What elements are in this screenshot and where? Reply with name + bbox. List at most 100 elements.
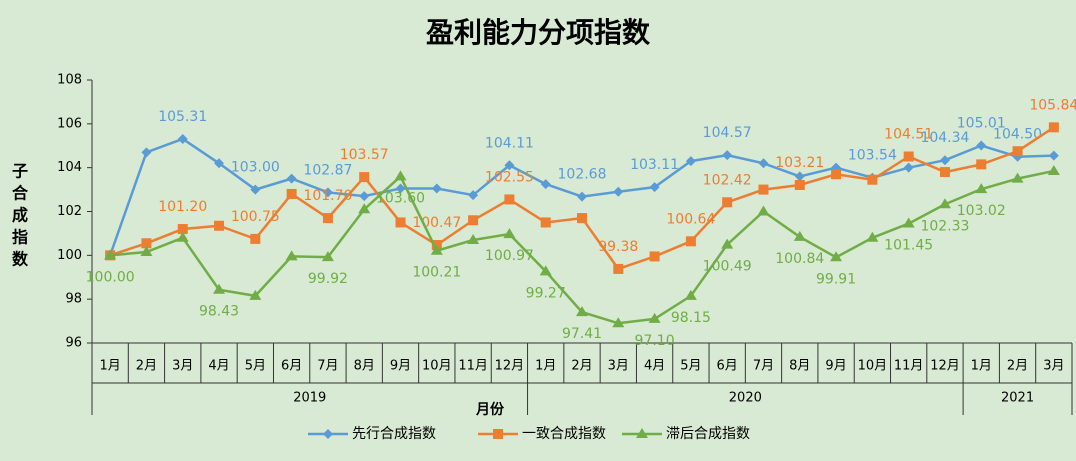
data-label: 102.55 xyxy=(485,169,534,185)
data-label: 97.41 xyxy=(562,326,602,342)
x-tick-label: 7月 xyxy=(753,359,774,374)
legend-label: 滞后合成指数 xyxy=(666,426,750,442)
data-label: 100.21 xyxy=(412,265,461,281)
x-tick-label: 2月 xyxy=(1007,359,1028,374)
legend-marker xyxy=(323,429,333,439)
data-label: 101.70 xyxy=(303,188,352,204)
point xyxy=(468,215,479,226)
y-axis-label: 成 xyxy=(12,206,28,225)
data-label: 98.15 xyxy=(671,310,711,326)
x-tick-label: 2月 xyxy=(136,359,157,374)
x-tick-label: 6月 xyxy=(281,359,302,374)
point xyxy=(249,289,262,300)
x-tick-label: 10月 xyxy=(422,359,452,374)
data-label: 103.60 xyxy=(376,190,425,206)
y-tick-label: 100 xyxy=(57,248,82,263)
point xyxy=(1011,172,1024,183)
point xyxy=(177,133,188,144)
y-tick-label: 102 xyxy=(57,204,82,219)
x-tick-label: 7月 xyxy=(317,359,338,374)
x-tick-label: 5月 xyxy=(245,359,266,374)
y-tick-label: 104 xyxy=(57,160,82,175)
point xyxy=(395,217,406,228)
point xyxy=(613,263,624,274)
y-axis-label: 数 xyxy=(12,250,29,269)
data-label: 104.51 xyxy=(884,126,933,142)
point xyxy=(431,183,442,194)
point xyxy=(939,167,950,178)
x-tick-label: 12月 xyxy=(930,359,960,374)
data-label: 103.02 xyxy=(957,203,1006,219)
point xyxy=(1012,146,1023,157)
point xyxy=(468,190,479,201)
point xyxy=(722,197,733,208)
data-label: 103.21 xyxy=(775,155,824,171)
legend-label: 先行合成指数 xyxy=(352,426,436,442)
y-tick-label: 98 xyxy=(65,292,82,307)
point xyxy=(540,217,551,228)
point xyxy=(213,283,226,294)
group-label: 2020 xyxy=(729,391,762,406)
x-tick-label: 9月 xyxy=(825,359,846,374)
point xyxy=(250,233,261,244)
point xyxy=(1048,122,1059,133)
point xyxy=(721,238,734,249)
legend-marker xyxy=(636,428,648,438)
legend-marker xyxy=(493,429,503,439)
point xyxy=(140,246,153,257)
point xyxy=(141,238,152,249)
data-label: 103.57 xyxy=(340,147,389,163)
point xyxy=(903,151,914,162)
point xyxy=(976,140,987,151)
point xyxy=(359,172,370,183)
point xyxy=(648,312,661,323)
data-label: 98.43 xyxy=(199,304,239,320)
data-label: 99.92 xyxy=(308,271,348,287)
point xyxy=(975,183,988,194)
data-label: 104.11 xyxy=(485,135,534,151)
y-tick-label: 108 xyxy=(57,73,82,88)
point xyxy=(794,171,805,182)
point xyxy=(613,186,624,197)
x-tick-label: 5月 xyxy=(680,359,701,374)
data-label: 102.33 xyxy=(920,218,969,234)
data-label: 103.00 xyxy=(231,160,280,176)
point xyxy=(177,224,188,235)
data-label: 104.57 xyxy=(703,125,752,141)
x-tick-label: 8月 xyxy=(789,359,810,374)
point xyxy=(104,249,117,260)
data-label: 102.68 xyxy=(558,167,607,183)
y-axis-label: 合 xyxy=(12,184,29,203)
point xyxy=(576,306,588,317)
data-label: 101.45 xyxy=(884,238,933,254)
x-tick-label: 3月 xyxy=(608,359,629,374)
point xyxy=(250,184,261,195)
x-tick-label: 9月 xyxy=(390,359,411,374)
data-label: 103.11 xyxy=(630,157,679,173)
point xyxy=(322,213,333,224)
point xyxy=(577,213,587,224)
point xyxy=(758,184,769,195)
point xyxy=(394,170,407,181)
data-label: 99.38 xyxy=(598,239,638,255)
x-tick-label: 11月 xyxy=(894,359,924,374)
data-label: 100.97 xyxy=(485,248,534,264)
legend-label: 一致合成指数 xyxy=(522,426,606,442)
y-axis-label: 指 xyxy=(12,228,28,247)
point xyxy=(358,203,371,214)
point xyxy=(612,317,625,328)
x-tick-label: 11月 xyxy=(458,359,488,374)
chart-title: 盈利能力分项指数 xyxy=(426,16,651,49)
data-label: 100.00 xyxy=(86,269,135,285)
data-label: 100.64 xyxy=(666,211,715,227)
point xyxy=(359,191,370,202)
x-tick-label: 4月 xyxy=(208,359,229,374)
x-tick-label: 4月 xyxy=(644,359,665,374)
point xyxy=(503,228,516,239)
point xyxy=(395,183,406,194)
point xyxy=(430,244,443,255)
point xyxy=(321,251,334,262)
data-label: 104.34 xyxy=(920,130,969,146)
x-tick-label: 1月 xyxy=(971,359,992,374)
